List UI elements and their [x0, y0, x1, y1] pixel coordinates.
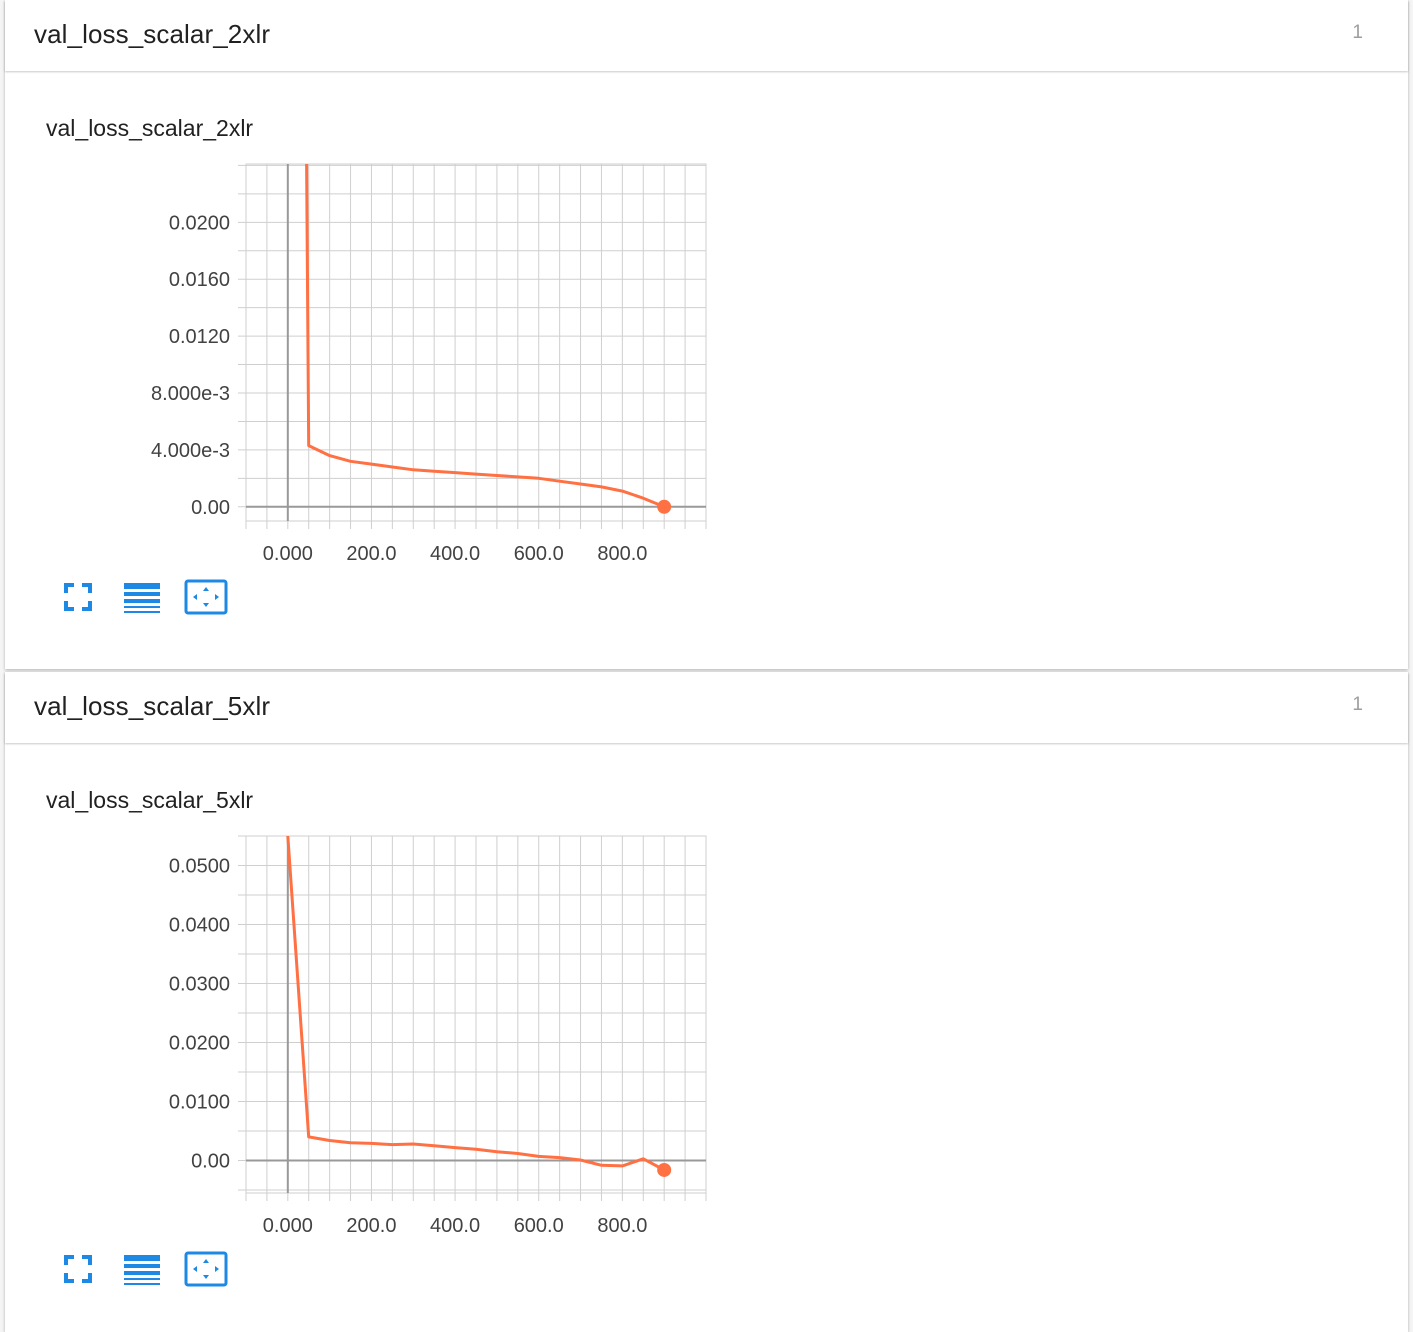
card-header-title: val_loss_scalar_5xlr — [34, 691, 271, 721]
toggle-data-table-button[interactable] — [120, 1250, 164, 1288]
toggle-data-table-button[interactable] — [120, 578, 164, 616]
x-tick-label: 600.0 — [514, 543, 564, 565]
series-line — [286, 836, 665, 1172]
data-table-icon — [124, 1255, 160, 1285]
fullscreen-button[interactable] — [56, 578, 100, 616]
x-tick-label: 800.0 — [597, 543, 647, 565]
y-tick-label: 0.0200 — [169, 1033, 230, 1055]
chart-title: val_loss_scalar_5xlr — [46, 787, 254, 813]
y-tick-label: 8.000e-3 — [151, 383, 230, 405]
plot-frame — [245, 163, 707, 522]
y-tick-label: 0.00 — [191, 497, 230, 519]
x-tick-label: 400.0 — [430, 543, 480, 565]
fullscreen-icon — [64, 583, 92, 611]
y-tick-label: 0.0500 — [169, 856, 230, 878]
data-table-icon — [124, 583, 160, 613]
chart-title: val_loss_scalar_2xlr — [46, 115, 254, 141]
card-count: 1 — [1352, 694, 1363, 715]
y-tick-label: 0.0100 — [169, 1092, 230, 1114]
x-tick-label: 400.0 — [430, 1215, 480, 1237]
x-tick-label: 800.0 — [597, 1215, 647, 1237]
card-header-title: val_loss_scalar_2xlr — [34, 19, 271, 49]
y-tick-label: 0.0160 — [169, 269, 230, 291]
x-tick-label: 200.0 — [346, 543, 396, 565]
plot-frame — [245, 835, 707, 1194]
fullscreen-icon — [64, 1255, 92, 1283]
scalar-card: val_loss_scalar_5xlr 1 val_loss_scalar_5… — [5, 672, 1408, 1332]
card-header[interactable]: val_loss_scalar_2xlr 1 — [5, 0, 1408, 71]
y-tick-label: 0.0300 — [169, 974, 230, 996]
x-tick-label: 0.000 — [263, 1215, 313, 1237]
fit-domain-button[interactable] — [184, 578, 228, 616]
x-tick-label: 600.0 — [514, 1215, 564, 1237]
line-chart[interactable]: 0.00 0.0100 0.0200 0.0300 0.0400 0.0500 0.000 2… — [5, 672, 1408, 1332]
series-line — [305, 164, 665, 509]
series-last-point — [657, 1162, 672, 1177]
fit-domain-button[interactable] — [184, 1250, 228, 1288]
fit-domain-icon — [184, 579, 228, 615]
x-tick-label: 200.0 — [346, 1215, 396, 1237]
y-tick-label: 0.0400 — [169, 915, 230, 937]
y-tick-label: 0.00 — [191, 1151, 230, 1173]
y-tick-label: 4.000e-3 — [151, 440, 230, 462]
series-last-point — [657, 499, 672, 514]
fullscreen-button[interactable] — [56, 1250, 100, 1288]
fit-domain-icon — [184, 1251, 228, 1287]
card-header[interactable]: val_loss_scalar_5xlr 1 — [5, 672, 1408, 743]
y-tick-label: 0.0120 — [169, 326, 230, 348]
card-count: 1 — [1352, 22, 1363, 43]
x-tick-label: 0.000 — [263, 543, 313, 565]
line-chart[interactable]: 0.00 4.000e-3 8.000e-3 0.0120 0.0160 0.0200 0.… — [5, 0, 1408, 669]
y-tick-label: 0.0200 — [169, 212, 230, 234]
scalar-card: val_loss_scalar_2xlr 1 val_loss_scalar_2… — [5, 0, 1408, 669]
